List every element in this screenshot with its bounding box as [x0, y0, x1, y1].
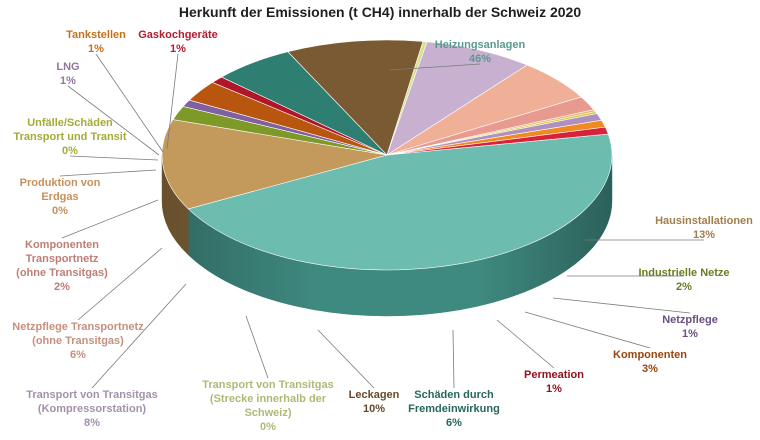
- leader-line: [389, 63, 481, 71]
- slice-name: Hausinstallationen: [655, 215, 753, 227]
- slice-percent: 8%: [84, 417, 100, 429]
- slice-percent: 1%: [60, 75, 76, 87]
- pie-labels: Heizungsanlagen 46% Hausinstallationen 13% I…: [12, 29, 753, 433]
- slice-name: Erdgas: [41, 191, 78, 203]
- leader-line: [95, 53, 164, 153]
- leader-line: [77, 247, 163, 321]
- chart-title: Herkunft der Emissionen (t CH4) innerhal…: [178, 4, 582, 20]
- slice-name: Komponenten: [613, 349, 687, 361]
- leader-line: [524, 311, 651, 349]
- slice-percent: 0%: [62, 145, 78, 157]
- slice-name: Schweiz): [244, 407, 291, 419]
- pie-slice-0[interactable]: [187, 133, 613, 271]
- slice-name: Permeation: [524, 369, 584, 381]
- slice-label: Gaskochgeräte 1%: [138, 29, 217, 55]
- slice-percent: 46%: [469, 53, 491, 65]
- leader-line: [69, 155, 159, 161]
- slice-name: Leckagen: [349, 389, 400, 401]
- slice-label: Produktion von Erdgas 0%: [20, 177, 101, 217]
- slice-percent: 1%: [170, 43, 186, 55]
- slice-label: Schäden durch Fremdeinwirkung 6%: [408, 389, 500, 429]
- slice-percent: 1%: [682, 328, 698, 340]
- slice-label: Netzpflege 1%: [662, 314, 718, 340]
- slice-percent: 1%: [88, 43, 104, 55]
- pie-slice-7[interactable]: [287, 39, 424, 156]
- slice-label: Netzpflege Transportnetz (ohne Transitgas…: [12, 321, 144, 361]
- leader-line: [496, 319, 555, 369]
- pie-side-shading: [162, 155, 612, 316]
- slice-percent: 10%: [363, 403, 385, 415]
- slice-percent: 13%: [693, 229, 715, 241]
- pie-top: [161, 39, 613, 271]
- slice-name: (Strecke innerhalb der: [210, 393, 327, 405]
- slice-percent: 0%: [260, 421, 276, 433]
- leader-line: [452, 329, 455, 389]
- leader-line: [166, 53, 179, 150]
- leader-line: [552, 297, 691, 314]
- slice-label: Tankstellen 1%: [66, 29, 126, 55]
- slice-name: Fremdeinwirkung: [408, 403, 500, 415]
- leader-line: [67, 85, 160, 156]
- slice-name: Heizungsanlagen: [435, 39, 526, 51]
- leader-line: [61, 199, 159, 239]
- slice-label: Unfälle/Schäden Transport und Transit 0%: [13, 117, 126, 157]
- slice-percent: 1%: [546, 383, 562, 395]
- slice-percent: 6%: [446, 417, 462, 429]
- slice-name: Transportnetz: [26, 253, 99, 265]
- slice-label: Transport von Transitgas (Kompressorstati…: [26, 389, 157, 429]
- slice-label: Transport von Transitgas (Strecke innerha…: [202, 379, 333, 433]
- slice-percent: 3%: [642, 363, 658, 375]
- slice-name: Transport von Transitgas: [26, 389, 157, 401]
- slice-name: Gaskochgeräte: [138, 29, 217, 41]
- slice-label: Heizungsanlagen 46%: [435, 39, 526, 65]
- slice-name: Schäden durch: [414, 389, 494, 401]
- slice-label: Hausinstallationen 13%: [655, 215, 753, 241]
- leader-line: [59, 169, 157, 177]
- slice-name: Komponenten: [25, 239, 99, 251]
- slice-label: LNG 1%: [56, 61, 79, 87]
- slice-name: Netzpflege: [662, 314, 718, 326]
- slice-name: (ohne Transitgas): [32, 335, 124, 347]
- slice-percent: 2%: [676, 281, 692, 293]
- leader-line: [91, 283, 187, 389]
- pie-slice-1[interactable]: [161, 119, 388, 210]
- slice-name: Tankstellen: [66, 29, 126, 41]
- slice-name: (Kompressorstation): [38, 403, 147, 415]
- pie-slice-9[interactable]: [386, 41, 528, 156]
- slice-percent: 6%: [70, 349, 86, 361]
- leader-line: [317, 329, 375, 389]
- slice-name: Industrielle Netze: [638, 267, 729, 279]
- slice-name: Unfälle/Schäden: [27, 117, 113, 129]
- slice-label: Leckagen 10%: [349, 389, 400, 415]
- slice-percent: 0%: [52, 205, 68, 217]
- slice-label: Permeation 1%: [524, 369, 584, 395]
- slice-name: LNG: [56, 61, 79, 73]
- slice-name: Transport und Transit: [13, 131, 126, 143]
- leader-line: [245, 315, 269, 379]
- slice-label: Komponenten 3%: [613, 349, 687, 375]
- slice-label: Industrielle Netze 2%: [638, 267, 729, 293]
- slice-name: Netzpflege Transportnetz: [12, 321, 144, 333]
- slice-label: Komponenten Transportnetz (ohne Transitgas…: [16, 239, 108, 293]
- slice-name: Transport von Transitgas: [202, 379, 333, 391]
- slice-name: Produktion von: [20, 177, 101, 189]
- slice-name: (ohne Transitgas): [16, 267, 108, 279]
- pie-slice-16[interactable]: [386, 126, 609, 156]
- slice-percent: 2%: [54, 281, 70, 293]
